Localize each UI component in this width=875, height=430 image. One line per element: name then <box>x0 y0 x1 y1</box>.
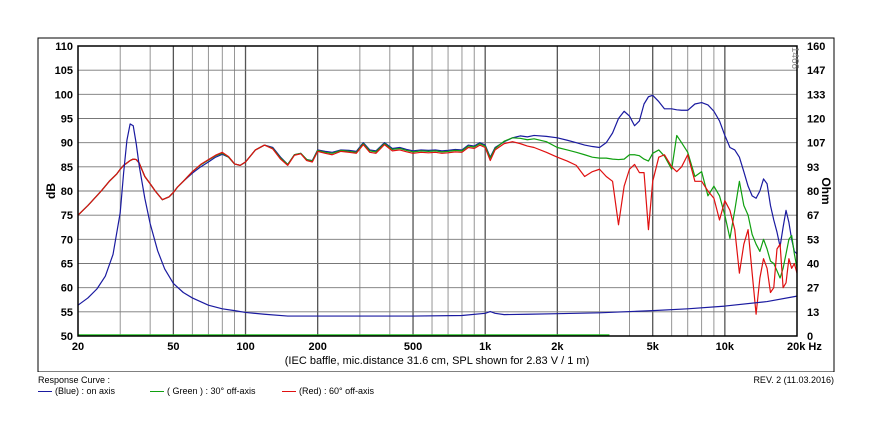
response-curve-label: Response Curve : <box>38 375 111 385</box>
y-tick-label: 100 <box>55 89 73 101</box>
y2-tick-label: 27 <box>807 283 819 295</box>
y-tick-label: 80 <box>61 186 73 198</box>
y-tick-label: 105 <box>55 65 73 77</box>
corner-label: 1466 <box>789 47 800 70</box>
y-tick-label: 60 <box>61 283 73 295</box>
x-tick-label: 5k <box>647 341 660 353</box>
legend-item-green: ( Green ) : 30° off-axis <box>150 386 255 396</box>
series-line-2 <box>77 141 798 315</box>
y-tick-label: 90 <box>61 138 73 150</box>
legend-label-green: ( Green ) : 30° off-axis <box>167 386 256 396</box>
impedance-curve-3 <box>77 123 798 317</box>
y2-tick-label: 40 <box>807 259 819 271</box>
y2-tick-label: 107 <box>807 138 825 150</box>
y2-tick-label: 0 <box>807 331 813 343</box>
series-line-0 <box>77 94 798 255</box>
y2-tick-label: 160 <box>807 41 825 53</box>
x-tick-label: 1k <box>479 341 492 353</box>
x-tick-label: 10k <box>716 341 735 353</box>
legend-label-blue: (Blue) : on axis <box>55 386 116 396</box>
chart-outer-frame <box>37 37 835 372</box>
y-tick-label: 110 <box>55 41 73 53</box>
y-tick-label: 55 <box>61 307 73 319</box>
y2-tick-labels: 160 147 133 120 107 93 80 67 53 40 27 13 0 <box>807 41 825 343</box>
y2-tick-label: 53 <box>807 234 819 246</box>
x-tick-labels: 20 50 100 200 500 1k 2k 5k 10k 20k Hz <box>72 341 822 353</box>
y2-tick-label: 133 <box>807 89 825 101</box>
y2-tick-label: 93 <box>807 162 819 174</box>
x-tick-label: 2k <box>551 341 564 353</box>
y-axis-title: dB <box>44 183 58 199</box>
y-tick-label: 95 <box>61 114 73 126</box>
y-tick-label: 70 <box>61 234 73 246</box>
y2-tick-label: 13 <box>807 307 819 319</box>
revision-label: REV. 2 (11.03.2016) <box>753 375 834 385</box>
grid <box>78 46 797 336</box>
legend-label-red: (Red) : 60° off-axis <box>299 386 374 396</box>
x-tick-label: 50 <box>167 341 179 353</box>
x-axis-caption: (IEC baffle, mic.distance 31.6 cm, SPL s… <box>285 355 589 367</box>
x-tick-label: 20k Hz <box>787 341 822 353</box>
y2-tick-label: 80 <box>807 186 819 198</box>
y2-tick-label: 67 <box>807 210 819 222</box>
legend-item-blue: (Blue) : on axis <box>38 386 115 396</box>
legend-swatch-red <box>282 390 296 392</box>
legend-swatch-blue <box>38 390 52 392</box>
series-layer <box>77 94 798 336</box>
legend-item-red: (Red) : 60° off-axis <box>282 386 374 396</box>
x-tick-label: 500 <box>404 341 422 353</box>
y-tick-label: 65 <box>61 259 73 271</box>
x-tick-label: 200 <box>308 341 326 353</box>
x-tick-label: 100 <box>236 341 254 353</box>
y-tick-label: 50 <box>61 331 73 343</box>
y-tick-label: 75 <box>61 210 73 222</box>
y2-tick-label: 120 <box>807 114 825 126</box>
y2-tick-label: 147 <box>807 65 825 77</box>
legend-swatch-green <box>150 390 164 392</box>
plot-area-frame <box>77 45 798 337</box>
y-tick-label: 85 <box>61 162 73 174</box>
x-tick-label: 20 <box>72 341 84 353</box>
y-tick-labels: 110 105 100 95 90 85 80 75 70 65 60 55 50 <box>55 41 73 343</box>
y2-axis-title: Ohm <box>819 177 833 204</box>
